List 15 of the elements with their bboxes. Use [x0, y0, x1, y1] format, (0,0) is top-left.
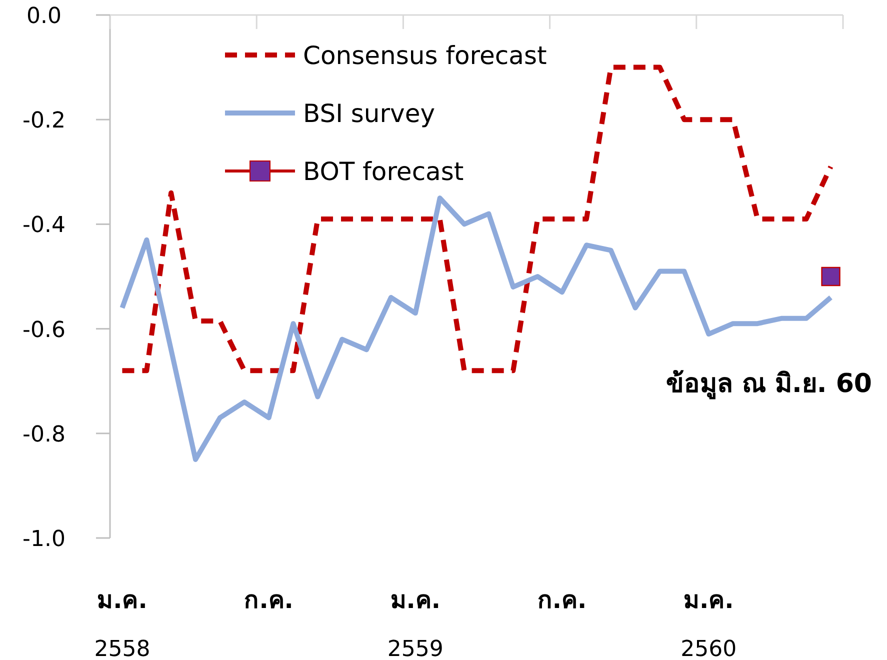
y-tick-label: 0.0	[26, 4, 62, 29]
y-tick-label: -0.6	[22, 318, 66, 343]
x-tick-label: ก.ค.	[537, 586, 587, 614]
legend-label: Consensus forecast	[303, 41, 547, 70]
y-tick-label: -1.0	[22, 527, 66, 552]
y-tick-label: -0.8	[22, 422, 66, 448]
y-tick-label: -0.2	[22, 108, 66, 134]
legend-label: BOT forecast	[303, 157, 464, 186]
x-tick-label: ม.ค. 2560	[680, 586, 737, 660]
x-tick-label: ก.ค.	[244, 586, 294, 614]
x-tick-label: ม.ค. 2558	[94, 586, 150, 660]
x-tick-label: ม.ค. 2559	[387, 586, 444, 660]
y-tick-label: -0.4	[22, 213, 66, 238]
annotation: ข้อมูล ณ มิ.ย. 60	[666, 369, 872, 400]
legend-label: BSI survey	[303, 99, 436, 128]
